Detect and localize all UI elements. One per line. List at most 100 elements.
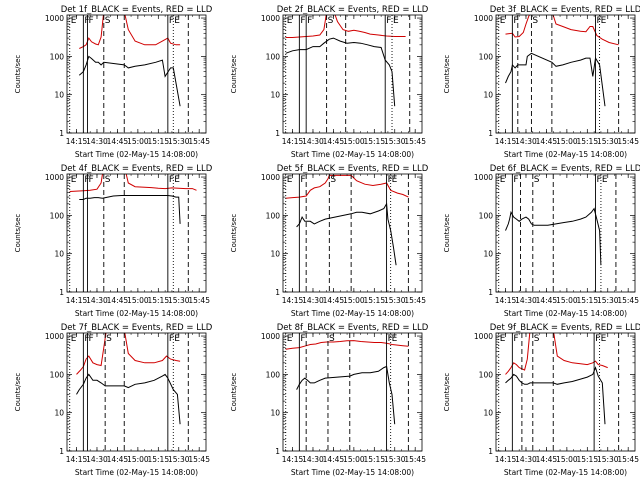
interval-marker-label: F (300, 175, 305, 185)
x-tick-label: 14:15 (495, 137, 517, 146)
data-series-line (285, 340, 409, 350)
x-axis-label: Start Time (02-May-15 14:08:00) (291, 309, 414, 318)
interval-marker-label: F (300, 16, 305, 26)
plot-frame (495, 332, 636, 452)
x-tick-label: 14:30 (515, 137, 537, 146)
x-tick-label: 14:15 (495, 296, 517, 305)
interval-marker-label: F (169, 334, 174, 344)
data-series-line (69, 174, 197, 192)
detector-plot-1: Det 1f_BLACK = Events, RED = LLD Counts/s… (14, 5, 213, 159)
x-tick-label: 15:45 (188, 137, 210, 146)
data-series-line (296, 365, 396, 425)
interval-marker-label: F (84, 175, 89, 185)
x-tick-label: 14:15 (495, 455, 517, 464)
x-axis-label: Start Time (02-May-15 14:08:00) (75, 150, 198, 159)
x-tick-label: 15:45 (404, 137, 426, 146)
y-tick-label: 1000 (261, 14, 280, 23)
interval-marker-label: E (71, 16, 77, 26)
x-tick-label: 14:45 (536, 296, 558, 305)
plot-data (69, 174, 197, 224)
x-tick-label: 15:30 (597, 296, 619, 305)
detector-plot-6: Det 6f_BLACK = Events, RED = LLD Counts/s… (443, 164, 640, 318)
y-tick-label: 1 (275, 447, 280, 456)
y-tick-label: 10 (270, 91, 280, 100)
x-tick-label: 14:45 (107, 455, 129, 464)
y-axis-label: Counts/sec (443, 373, 451, 412)
plot-frame (66, 332, 207, 452)
x-tick-label: 14:15 (282, 455, 304, 464)
x-tick-label: 15:15 (147, 137, 169, 146)
interval-marker-label: S (534, 334, 540, 344)
y-tick-label: 1000 (45, 332, 64, 341)
interval-marker-label: S (329, 334, 335, 344)
interval-marker-label: F (169, 175, 174, 185)
interval-marker-label: F (84, 16, 89, 26)
x-tick-label: 15:00 (556, 296, 578, 305)
interval-marker-label: E (71, 334, 77, 344)
x-tick-label: 15:45 (404, 296, 426, 305)
interval-marker-label: E (287, 334, 293, 344)
x-tick-label: 14:45 (323, 137, 345, 146)
interval-marker-label: E (500, 334, 506, 344)
x-tick-label: 14:30 (515, 296, 537, 305)
x-tick-label: 15:15 (576, 296, 598, 305)
detector-plot-7: Det 7f_BLACK = Events, RED = LLD Counts/s… (14, 323, 213, 477)
x-tick-label: 14:45 (536, 455, 558, 464)
plot-title: Det 2f_BLACK = Events, RED = LLD (277, 5, 429, 15)
interval-marker-label: F (595, 334, 600, 344)
x-tick-label: 15:45 (188, 296, 210, 305)
y-tick-label: 1000 (45, 173, 64, 182)
x-tick-label: 14:45 (536, 137, 558, 146)
data-series-line (505, 333, 608, 375)
interval-marker-label: F (596, 175, 601, 185)
data-series-line (296, 202, 397, 266)
x-axis-label: Start Time (02-May-15 14:08:00) (75, 309, 198, 318)
interval-marker-label: S (106, 334, 112, 344)
y-tick-label: 10 (270, 409, 280, 418)
x-tick-label: 15:00 (343, 455, 365, 464)
x-tick-label: 15:45 (617, 296, 639, 305)
x-tick-label: 14:30 (515, 455, 537, 464)
y-tick-label: 1 (59, 447, 64, 456)
plot-data (285, 15, 406, 107)
y-tick-label: 1 (488, 129, 493, 138)
x-tick-label: 15:00 (556, 455, 578, 464)
y-tick-label: 100 (266, 52, 281, 61)
plot-data (285, 340, 409, 425)
x-tick-label: 14:30 (86, 296, 108, 305)
detector-plot-4: Det 4f_BLACK = Events, RED = LLD Counts/s… (14, 164, 213, 318)
x-tick-label: 15:30 (168, 455, 190, 464)
y-tick-label: 100 (479, 211, 494, 220)
x-tick-label: 14:45 (107, 137, 129, 146)
interval-marker-label: E (392, 334, 398, 344)
interval-marker-label: S (105, 175, 111, 185)
x-tick-label: 15:15 (576, 455, 598, 464)
interval-marker-label: F (84, 334, 89, 344)
plot-data (76, 333, 181, 425)
plot-data (78, 15, 181, 107)
interval-marker-label: S (105, 16, 111, 26)
plot-title: Det 8f_BLACK = Events, RED = LLD (277, 323, 429, 333)
y-tick-label: 1 (488, 288, 493, 297)
detector-plot-3: Det 3f_BLACK = Events, RED = LLD Counts/s… (443, 5, 640, 159)
y-axis-label: Counts/sec (443, 214, 451, 253)
interval-marker-label: F (307, 16, 312, 26)
x-tick-label: 15:45 (404, 455, 426, 464)
data-series-line (78, 55, 181, 107)
x-tick-label: 14:45 (323, 455, 345, 464)
y-tick-label: 1 (275, 129, 280, 138)
y-tick-label: 100 (266, 370, 281, 379)
interval-marker-label: F (596, 16, 601, 26)
y-tick-label: 10 (483, 250, 493, 259)
plot-frame (282, 332, 423, 452)
x-tick-label: 15:15 (363, 137, 385, 146)
x-tick-label: 15:30 (597, 137, 619, 146)
x-tick-label: 15:30 (168, 137, 190, 146)
x-tick-label: 14:30 (302, 296, 324, 305)
x-tick-label: 14:30 (86, 455, 108, 464)
x-tick-label: 14:45 (323, 296, 345, 305)
y-tick-label: 1000 (261, 173, 280, 182)
y-tick-label: 1 (488, 447, 493, 456)
y-tick-label: 1000 (474, 173, 493, 182)
plot-frame (282, 173, 423, 293)
